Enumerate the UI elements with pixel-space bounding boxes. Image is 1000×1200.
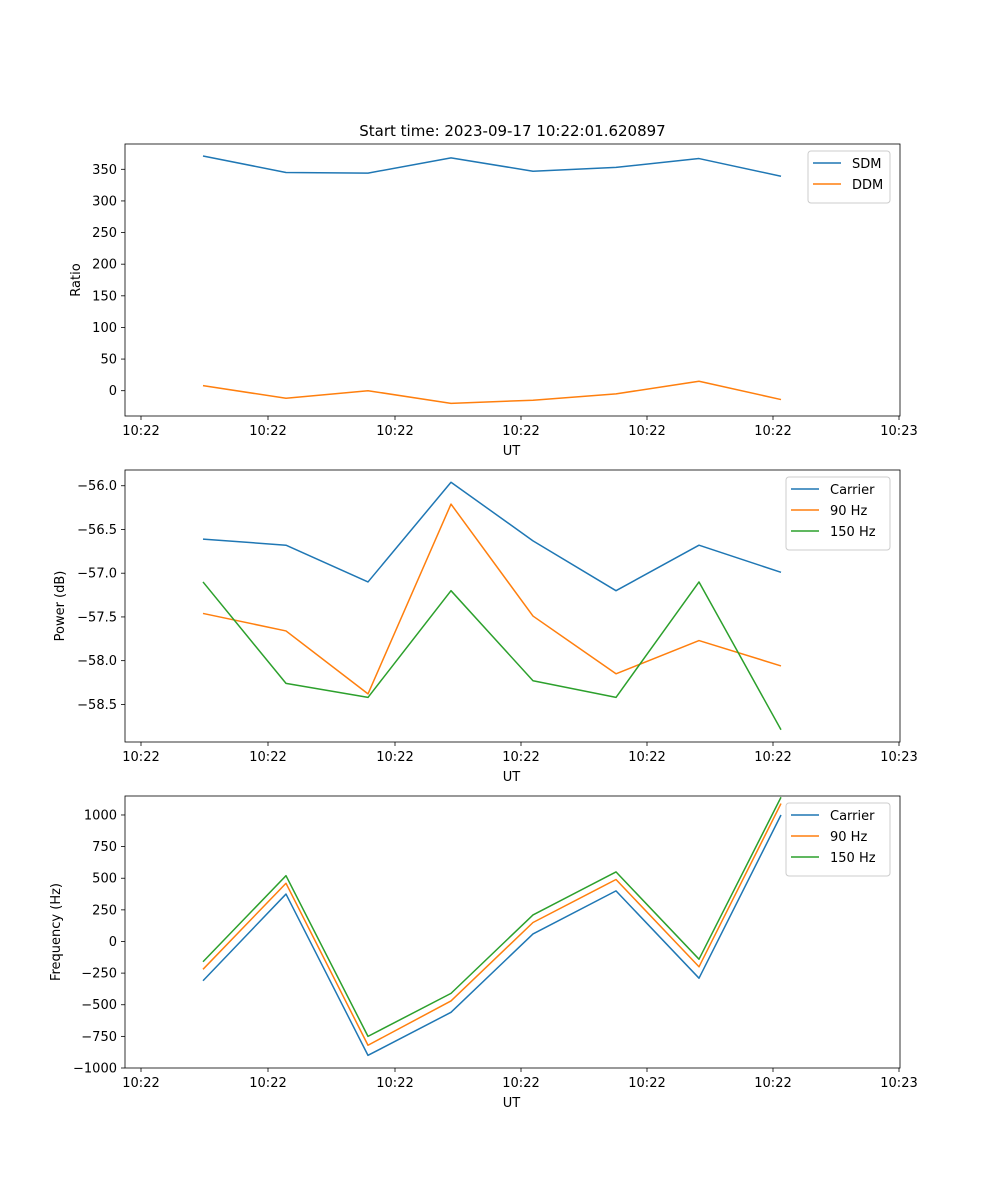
y-tick-label: 1000: [84, 808, 117, 823]
x-tick-label: 10:22: [502, 750, 539, 765]
axes-frame: [124, 469, 901, 743]
y-tick-label: −56.5: [77, 523, 117, 538]
y-tick-label: −56.0: [77, 479, 117, 494]
legend-label: Carrier: [830, 809, 875, 824]
y-tick-label: 150: [92, 289, 117, 304]
x-tick-label: 10:23: [880, 1076, 917, 1091]
axes-frame: [124, 795, 901, 1069]
legend-label: 150 Hz: [830, 525, 876, 540]
y-tick-label: −750: [81, 1030, 117, 1045]
x-tick-label: 10:22: [249, 424, 286, 439]
series-line-150-hz: [202, 581, 782, 731]
x-tick-label: 10:22: [122, 750, 159, 765]
x-tick-label: 10:22: [502, 424, 539, 439]
chart-panel-2: 10:22 10:22 10:22 10:22 10:22 10:22 10:23 −56.0…: [53, 469, 918, 785]
axes-frame: [124, 143, 901, 417]
legend-label: SDM: [852, 157, 881, 172]
x-tick-label: 10:22: [122, 1076, 159, 1091]
x-tick-label: 10:22: [376, 1076, 413, 1091]
series-line-150-hz: [202, 796, 782, 1038]
y-tick-label: −250: [81, 967, 117, 982]
y-tick-label: 250: [92, 226, 117, 241]
x-tick-label: 10:22: [376, 424, 413, 439]
y-tick-label: −57.0: [77, 567, 117, 582]
legend-box: [807, 150, 891, 204]
legend-label: DDM: [852, 178, 883, 193]
chart-panel-1: 10:22 10:22 10:22 10:22 10:22 10:22 10:23 0 50 10…: [69, 122, 918, 459]
x-tick-label: 10:22: [628, 1076, 665, 1091]
x-tick-label: 10:23: [880, 424, 917, 439]
series-line-ddm: [202, 380, 782, 405]
series-line-90-hz: [202, 503, 782, 695]
x-axis-label: UT: [503, 444, 521, 459]
y-tick-label: −500: [81, 998, 117, 1013]
y-tick-label: 0: [109, 384, 117, 399]
y-tick-label: −57.5: [77, 610, 117, 625]
chart-title: Start time: 2023-09-17 10:22:01.620897: [359, 122, 665, 140]
y-tick-label: 250: [92, 903, 117, 918]
legend: Carrier 90 Hz 150 Hz: [785, 802, 891, 877]
y-axis-label: Ratio: [69, 263, 84, 296]
y-tick-label: 200: [92, 258, 117, 273]
x-axis-label: UT: [503, 770, 521, 785]
y-tick-label: 0: [109, 935, 117, 950]
y-tick-label: 750: [92, 840, 117, 855]
series-line-carrier: [202, 481, 782, 592]
legend: SDM DDM: [807, 150, 891, 204]
legend-label: 90 Hz: [830, 830, 867, 845]
series-line-90-hz: [202, 803, 782, 1046]
x-tick-label: 10:22: [376, 750, 413, 765]
x-tick-label: 10:22: [754, 750, 791, 765]
x-axis-label: UT: [503, 1096, 521, 1111]
x-tick-label: 10:22: [249, 1076, 286, 1091]
x-tick-label: 10:22: [249, 750, 286, 765]
y-tick-label: −58.5: [77, 698, 117, 713]
y-axis-label: Power (dB): [53, 571, 68, 642]
x-tick-label: 10:22: [628, 424, 665, 439]
y-tick-label: 500: [92, 872, 117, 887]
series-line-carrier: [202, 814, 782, 1057]
y-axis-label: Frequency (Hz): [49, 883, 64, 981]
x-tick-label: 10:23: [880, 750, 917, 765]
y-tick-label: 300: [92, 194, 117, 209]
legend: Carrier 90 Hz 150 Hz: [785, 476, 891, 551]
x-tick-label: 10:22: [502, 1076, 539, 1091]
legend-label: Carrier: [830, 483, 875, 498]
y-tick-label: −58.0: [77, 654, 117, 669]
x-tick-label: 10:22: [754, 424, 791, 439]
legend-label: 150 Hz: [830, 851, 876, 866]
y-tick-label: 50: [100, 353, 117, 368]
y-tick-label: 100: [92, 321, 117, 336]
x-tick-label: 10:22: [628, 750, 665, 765]
x-tick-label: 10:22: [754, 1076, 791, 1091]
series-line-sdm: [202, 155, 782, 177]
y-tick-label: −1000: [73, 1062, 117, 1077]
y-tick-label: 350: [92, 163, 117, 178]
legend-label: 90 Hz: [830, 504, 867, 519]
chart-panel-3: 10:22 10:22 10:22 10:22 10:22 10:22 10:23 1000 7…: [49, 795, 918, 1111]
x-tick-label: 10:22: [122, 424, 159, 439]
